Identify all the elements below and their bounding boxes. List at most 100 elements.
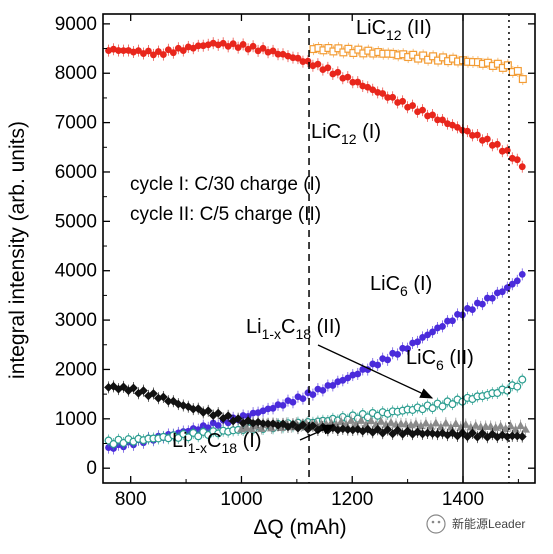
data-point bbox=[434, 116, 441, 124]
data-point bbox=[429, 52, 438, 61]
annotation-label: LiC6 (II) bbox=[406, 347, 474, 373]
legend-line-1: cycle I: C/30 charge (I) bbox=[130, 174, 321, 195]
data-point bbox=[247, 424, 256, 433]
data-point bbox=[429, 111, 436, 119]
data-point bbox=[150, 51, 157, 59]
data-point bbox=[426, 421, 436, 430]
data-point bbox=[508, 280, 516, 288]
annotation-label: LiC6 (I) bbox=[370, 273, 432, 299]
data-point bbox=[493, 59, 502, 68]
wechat-icon-dot bbox=[431, 520, 435, 524]
data-point bbox=[464, 127, 471, 135]
data-point bbox=[324, 382, 332, 389]
data-point bbox=[269, 404, 277, 412]
data-point bbox=[411, 419, 421, 427]
data-point bbox=[416, 421, 426, 430]
vertical-lines-layer bbox=[308, 14, 510, 483]
data-point bbox=[188, 404, 198, 414]
data-point bbox=[346, 416, 356, 424]
data-point bbox=[164, 46, 172, 54]
data-point bbox=[198, 408, 208, 417]
data-point bbox=[276, 423, 286, 431]
y-tick-label: 4000 bbox=[55, 261, 97, 282]
x-axis-title: ΔQ (mAh) bbox=[253, 516, 346, 539]
data-point bbox=[439, 116, 446, 124]
data-point bbox=[274, 401, 282, 409]
data-point bbox=[334, 68, 342, 76]
data-point bbox=[309, 391, 317, 399]
data-point bbox=[324, 64, 332, 72]
data-point bbox=[521, 424, 530, 433]
data-point bbox=[213, 408, 223, 418]
data-point bbox=[354, 370, 362, 378]
data-point bbox=[454, 123, 461, 131]
data-point bbox=[154, 48, 162, 55]
data-point bbox=[294, 54, 302, 62]
data-point bbox=[258, 419, 268, 428]
data-point bbox=[238, 418, 248, 428]
data-point bbox=[399, 344, 407, 352]
data-point bbox=[441, 418, 451, 427]
data-point bbox=[356, 416, 366, 424]
data-point bbox=[120, 47, 127, 54]
data-point bbox=[512, 431, 522, 441]
data-point bbox=[383, 425, 393, 435]
data-point bbox=[329, 382, 337, 389]
data-point bbox=[135, 47, 142, 55]
data-point bbox=[486, 422, 496, 430]
data-point bbox=[516, 421, 525, 430]
data-point bbox=[257, 424, 266, 432]
annotation-label: Li1-xC18 (I) bbox=[172, 430, 262, 456]
data-point bbox=[344, 374, 352, 382]
y-tick-label: 5000 bbox=[55, 211, 97, 232]
data-point bbox=[139, 386, 148, 396]
data-point bbox=[249, 42, 257, 50]
data-point bbox=[506, 421, 516, 430]
data-point bbox=[389, 93, 397, 101]
data-point bbox=[308, 421, 318, 431]
data-point bbox=[314, 60, 322, 68]
data-point bbox=[249, 409, 257, 417]
data-point bbox=[498, 147, 506, 155]
data-point bbox=[498, 288, 506, 296]
y-tick-label: 8000 bbox=[55, 63, 97, 84]
data-point bbox=[298, 420, 308, 430]
data-point bbox=[474, 131, 481, 139]
data-point bbox=[468, 428, 477, 438]
data-point bbox=[369, 86, 377, 94]
data-point bbox=[419, 51, 428, 60]
data-point bbox=[386, 418, 396, 426]
data-point bbox=[449, 317, 456, 325]
data-point bbox=[517, 432, 527, 441]
data-point bbox=[433, 429, 442, 439]
y-axis-title: integral intensity (arb. units) bbox=[6, 121, 29, 379]
data-point bbox=[438, 428, 447, 438]
data-point bbox=[363, 424, 373, 434]
data-point bbox=[268, 419, 278, 429]
data-point bbox=[319, 386, 327, 394]
y-tick-label: 0 bbox=[86, 458, 97, 479]
y-tick-label: 6000 bbox=[55, 162, 97, 183]
data-point bbox=[343, 425, 353, 435]
data-point bbox=[471, 420, 481, 429]
data-point bbox=[384, 356, 392, 364]
data-point bbox=[478, 300, 486, 308]
data-point bbox=[414, 338, 421, 346]
data-point bbox=[451, 419, 461, 428]
data-point bbox=[203, 406, 213, 416]
data-point bbox=[393, 425, 403, 435]
x-tick-label: 1200 bbox=[331, 489, 373, 510]
arrow-li1xc18-ii bbox=[317, 344, 434, 399]
data-point bbox=[511, 424, 521, 433]
data-point bbox=[194, 432, 203, 441]
data-point bbox=[349, 78, 357, 86]
data-point bbox=[488, 294, 496, 302]
x-tick-label: 1400 bbox=[442, 489, 484, 510]
data-point bbox=[336, 417, 346, 425]
data-point bbox=[373, 424, 383, 434]
data-point bbox=[264, 405, 272, 413]
x-tick-label: 800 bbox=[115, 489, 147, 510]
data-point bbox=[288, 419, 298, 429]
